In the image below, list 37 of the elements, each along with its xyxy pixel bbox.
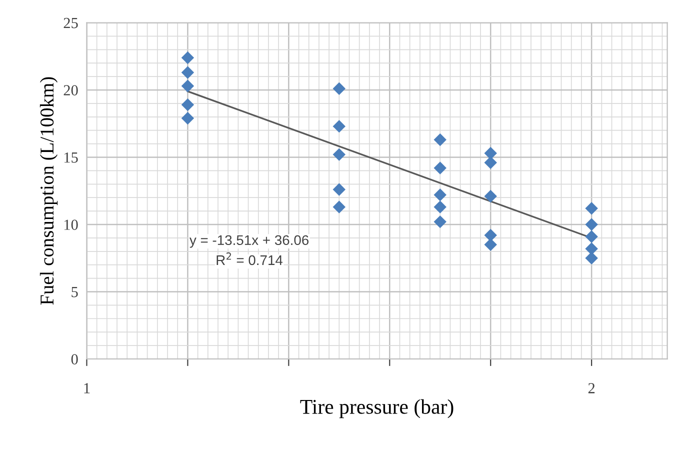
point [484,190,497,203]
y-tick-label: 5 [72,287,78,298]
point [332,183,346,196]
point [434,200,446,214]
point [585,252,598,264]
point [434,188,446,202]
point [484,156,497,169]
point [181,80,194,92]
x-axis-title: Tire pressure (bar) [300,399,454,418]
point [181,66,194,79]
point [484,228,497,242]
y-axis-title: Fuel consumption (L/100km) [40,77,58,305]
y-tick-label: 20 [64,85,78,96]
y-tick-label: 15 [64,152,78,163]
point [332,82,346,96]
point [484,146,497,160]
annotation: R$^{2}$ = 0.714 [216,252,283,266]
point [585,242,598,256]
annotation: y = -13.51x + 36.06 [189,235,309,248]
point [434,133,446,146]
point [585,230,598,243]
point [585,202,598,215]
y-tick-label: 25 [64,18,78,28]
point [332,200,346,214]
point [181,51,194,64]
point [332,120,346,133]
point [585,218,598,231]
point [181,98,194,112]
x-tick-label: 1 [84,383,90,394]
y-tick-label: 0 [71,354,78,364]
point [434,162,446,174]
x-tick-label: 2 [588,383,595,394]
point [181,112,194,125]
point [434,215,446,228]
y-tick-label: 10 [64,220,78,230]
point [484,238,497,252]
point [332,148,346,161]
